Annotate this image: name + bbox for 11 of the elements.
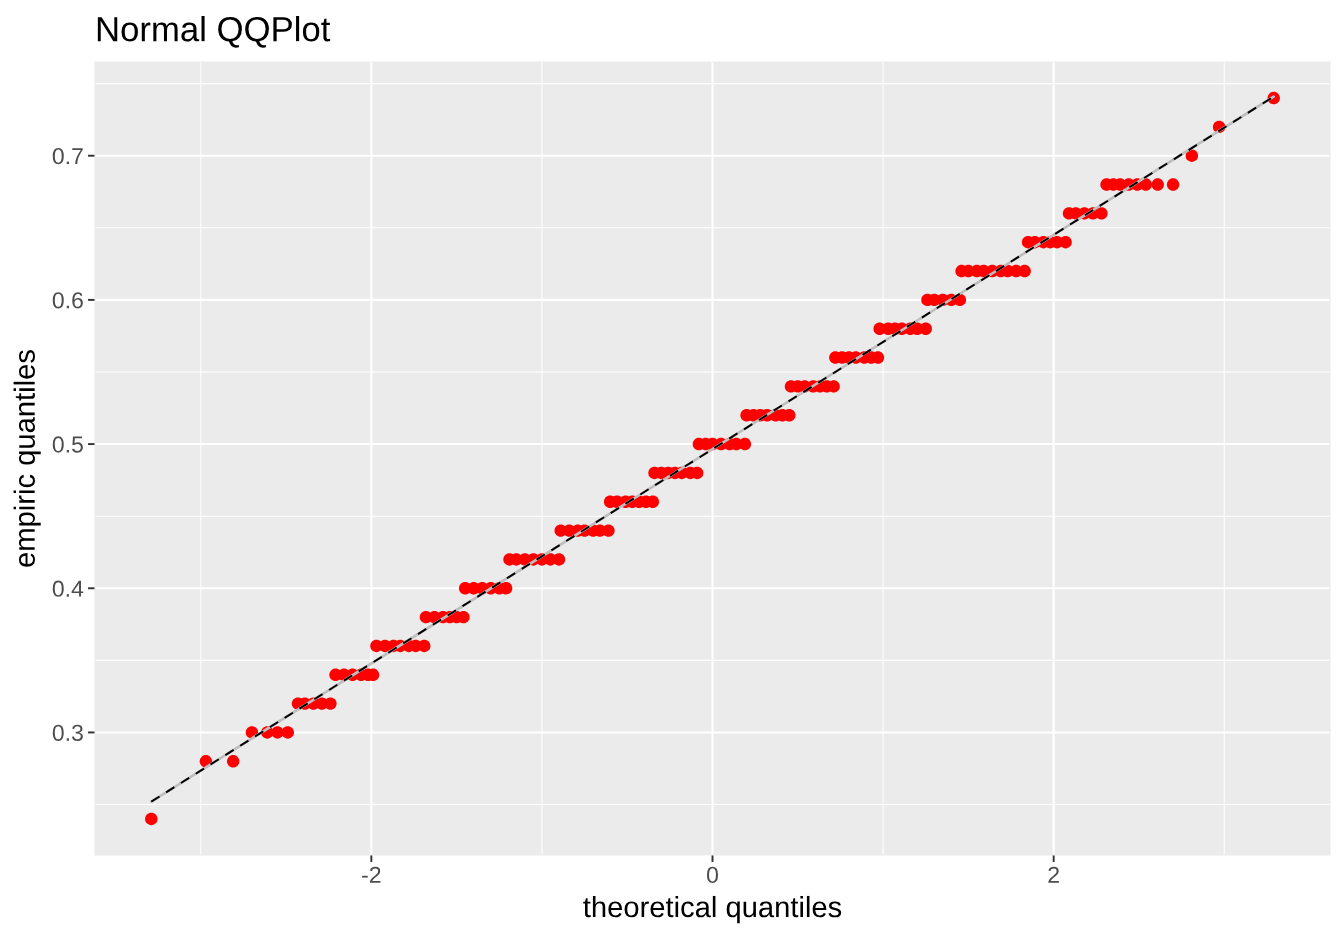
y-tick-label: 0.5: [52, 436, 83, 453]
y-tick-label: 0.6: [52, 292, 83, 309]
y-tick-label: 0.4: [52, 580, 84, 597]
y-tick-label: 0.3: [52, 724, 83, 742]
x-tick-label: -2: [362, 866, 381, 883]
chart-title: Normal QQPlot: [97, 16, 331, 48]
x-tick-label: 2: [1048, 866, 1059, 883]
y-tick-label: 0.7: [52, 147, 83, 165]
x-tick-label: 0: [706, 866, 719, 884]
x-axis-title: theoretical quantiles: [583, 895, 842, 924]
y-axis-title: empiric quantiles: [13, 350, 41, 567]
